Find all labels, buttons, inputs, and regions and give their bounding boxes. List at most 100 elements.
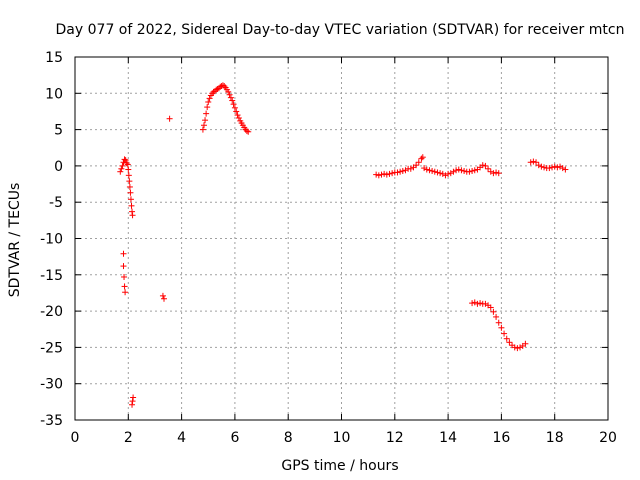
y-tick-label: 15 bbox=[45, 50, 63, 66]
data-point bbox=[203, 110, 210, 117]
data-point bbox=[381, 170, 388, 177]
data-point bbox=[402, 167, 409, 174]
data-point bbox=[469, 167, 476, 174]
data-point bbox=[474, 300, 481, 307]
data-point bbox=[421, 165, 428, 172]
data-point bbox=[533, 159, 540, 166]
data-point bbox=[120, 263, 127, 270]
data-point bbox=[434, 169, 441, 176]
data-point bbox=[389, 170, 396, 177]
data-point bbox=[245, 128, 252, 135]
data-point bbox=[124, 161, 131, 168]
data-point bbox=[227, 94, 234, 101]
data-point bbox=[127, 196, 134, 203]
y-tick-label: -10 bbox=[40, 232, 63, 248]
grid-lines bbox=[75, 57, 608, 420]
data-point bbox=[471, 299, 478, 306]
data-point bbox=[217, 83, 224, 90]
chart-title: Day 077 of 2022, Sidereal Day-to-day VTE… bbox=[56, 22, 625, 38]
y-tick-label: 5 bbox=[54, 123, 63, 139]
y-axis-label: SDTVAR / TECUs bbox=[7, 183, 23, 298]
data-point bbox=[546, 165, 553, 172]
data-point bbox=[431, 168, 438, 175]
data-point bbox=[383, 171, 390, 178]
data-point bbox=[118, 165, 125, 172]
data-point bbox=[413, 162, 420, 169]
data-point bbox=[234, 112, 241, 119]
data-points bbox=[117, 82, 569, 408]
data-point bbox=[233, 108, 240, 115]
data-point bbox=[538, 163, 545, 170]
data-point bbox=[557, 163, 564, 170]
data-point bbox=[439, 170, 446, 177]
data-point bbox=[202, 117, 209, 124]
x-tick-label: 20 bbox=[599, 430, 617, 446]
data-point bbox=[442, 172, 449, 179]
x-tick-label: 0 bbox=[71, 430, 80, 446]
data-point bbox=[541, 164, 548, 171]
y-tick-label: 10 bbox=[45, 86, 63, 102]
data-point bbox=[122, 157, 129, 164]
x-tick-label: 10 bbox=[333, 430, 351, 446]
data-point bbox=[551, 163, 558, 170]
data-point bbox=[206, 95, 213, 102]
data-point bbox=[199, 126, 206, 133]
data-point bbox=[386, 170, 393, 177]
data-point bbox=[453, 167, 460, 174]
data-point bbox=[123, 159, 130, 166]
data-point bbox=[517, 344, 524, 351]
data-point bbox=[205, 99, 212, 106]
data-point bbox=[399, 167, 406, 174]
data-point bbox=[487, 304, 494, 311]
x-axis-label: GPS time / hours bbox=[281, 458, 398, 474]
data-point bbox=[226, 91, 233, 98]
data-point bbox=[130, 394, 137, 401]
data-point bbox=[121, 283, 128, 290]
data-point bbox=[482, 300, 489, 307]
x-tick-label: 8 bbox=[284, 430, 293, 446]
y-tick-label: -25 bbox=[40, 340, 63, 356]
data-point bbox=[477, 300, 484, 307]
data-point bbox=[490, 170, 497, 177]
data-point bbox=[117, 168, 124, 175]
data-point bbox=[469, 300, 476, 307]
data-point bbox=[418, 155, 425, 162]
x-tick-label: 4 bbox=[177, 430, 186, 446]
data-point bbox=[562, 166, 569, 173]
data-point bbox=[200, 122, 207, 129]
data-point bbox=[426, 167, 433, 174]
y-tick-label: -35 bbox=[40, 413, 63, 429]
data-point bbox=[527, 159, 534, 166]
data-point bbox=[166, 115, 173, 122]
y-tick-label: 0 bbox=[54, 159, 63, 175]
data-point bbox=[419, 154, 426, 161]
data-point bbox=[450, 168, 457, 175]
data-point bbox=[493, 169, 500, 176]
data-point bbox=[373, 171, 380, 178]
data-point bbox=[415, 159, 422, 166]
data-point bbox=[554, 164, 561, 171]
data-point bbox=[378, 171, 385, 178]
data-point bbox=[128, 202, 135, 209]
data-point bbox=[437, 170, 444, 177]
data-point bbox=[511, 344, 518, 351]
data-point bbox=[129, 212, 136, 219]
x-axis-tick-labels: 0 2 4 6 8 10 12 14 16 18 20 bbox=[71, 430, 617, 446]
axis-ticks bbox=[74, 56, 609, 421]
data-point bbox=[503, 335, 510, 342]
data-point bbox=[125, 166, 132, 173]
data-point bbox=[445, 170, 452, 177]
data-point bbox=[479, 162, 486, 169]
y-tick-label: -15 bbox=[40, 268, 63, 284]
data-point bbox=[119, 162, 126, 169]
data-point bbox=[125, 172, 132, 179]
data-point bbox=[407, 165, 414, 172]
data-point bbox=[461, 167, 468, 174]
x-tick-label: 2 bbox=[124, 430, 133, 446]
data-point bbox=[535, 162, 542, 169]
data-point bbox=[231, 104, 238, 111]
x-tick-label: 18 bbox=[546, 430, 564, 446]
data-point bbox=[487, 168, 494, 175]
data-point bbox=[559, 165, 566, 172]
y-tick-label: -30 bbox=[40, 377, 63, 393]
